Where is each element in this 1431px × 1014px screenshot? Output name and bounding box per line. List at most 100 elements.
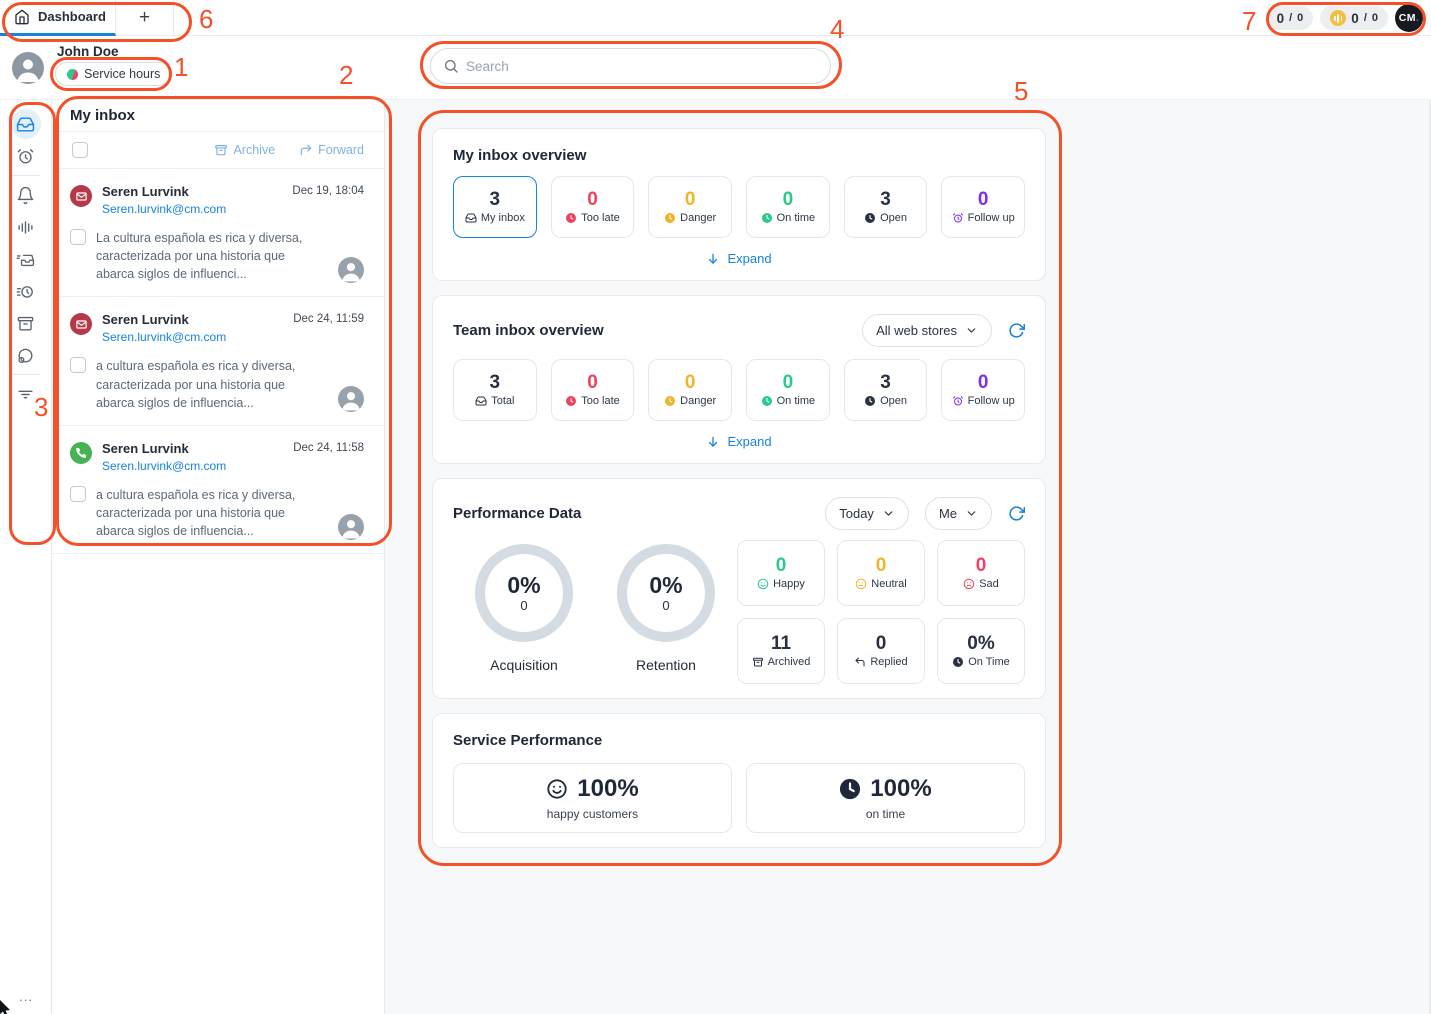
list-item[interactable]: Seren Lurvink Seren.lurvink@cm.com Dec 1… [52,169,384,298]
email-channel-icon [70,185,92,207]
period-value: Today [839,506,874,521]
email-channel-icon [70,313,92,336]
stat-value: 3 [489,372,501,393]
sidebar-item-filters[interactable] [10,378,42,410]
message-date: Dec 24, 11:58 [293,441,364,454]
archive-icon [752,657,763,667]
stat-value: 0 [684,189,696,210]
message-preview: a cultura española es rica y diversa, ca… [96,487,296,538]
clock-icon [840,778,861,800]
expand-button[interactable]: Expand [453,434,1025,449]
stat-label: Sad [979,578,999,590]
sidebar-item-inbox[interactable] [10,108,42,140]
sidebar-item-reminders[interactable] [10,140,42,172]
inbox-incoming-icon [16,254,35,266]
sidebar-item-snoozed[interactable] [10,275,42,307]
archive-button[interactable]: Archive [214,143,275,157]
stat-value: 0 [684,372,696,393]
stat-value: 0 [775,555,787,576]
stat-value: 0 [587,372,598,393]
donut-label: Retention [636,657,696,673]
sidebar-item-voice[interactable] [10,211,42,243]
select-checkbox[interactable] [70,485,86,502]
refresh-icon [1009,323,1025,338]
stat-tile-neutral: 0 Neutral [837,540,925,606]
neutral-face-icon [856,578,867,590]
stat-label: Happy [773,578,805,590]
web-stores-dropdown[interactable]: All web stores [862,314,992,347]
message-preview: a cultura española es rica y diversa, ca… [96,359,296,410]
user-avatar [12,52,44,84]
sender-email-link[interactable]: Seren.lurvink@cm.com [102,330,227,345]
stat-tile-too-late[interactable]: 0 Too late [550,359,635,421]
expand-label: Expand [727,251,772,266]
stat-value: 0 [977,189,989,210]
expand-button[interactable]: Expand [453,251,1025,266]
period-dropdown[interactable]: Today [825,497,909,530]
list-item[interactable]: Seren Lurvink Seren.lurvink@cm.com Dec 2… [52,297,384,426]
sidebar-item-notifications[interactable] [10,179,42,211]
inbox-toolbar: Archive Forward [52,132,384,169]
sender-email-link[interactable]: Seren.lurvink@cm.com [102,458,227,473]
stat-label: Replied [870,656,908,668]
new-tab-button[interactable]: + [116,0,174,36]
stat-tile-danger[interactable]: 0 Danger [648,359,733,421]
sad-face-icon [963,578,975,590]
cm-logo[interactable]: CM. [1395,4,1423,32]
cm-logo-dot: . [1415,12,1420,24]
stat-value: 0 [782,372,794,393]
inbox-icon [16,116,35,132]
my-inbox-overview-card: My inbox overview 3 My inbox 0 Too late … [432,128,1046,281]
sender-email-link[interactable]: Seren.lurvink@cm.com [102,202,227,216]
service-hours-toggle[interactable]: Service hours [55,62,173,86]
card-title: My inbox overview [453,147,587,164]
refresh-button[interactable] [1008,322,1025,339]
forward-button[interactable]: Forward [299,143,364,157]
stat-tile-total[interactable]: 3 Total [453,359,537,421]
sender-name: Seren Lurvink [102,312,189,328]
stat-tile-follow-up[interactable]: 0 Follow up [941,359,1026,421]
sidebar-more-button[interactable]: ... [19,989,33,1004]
stat-tile-follow-up[interactable]: 0 Follow up [941,176,1026,238]
stat-tile-my-inbox[interactable]: 3 My inbox [453,176,537,238]
sidebar-item-archive[interactable] [10,307,42,339]
stat-tile-on-time[interactable]: 0 On time [746,359,830,421]
forward-label: Forward [318,143,364,157]
select-checkbox[interactable] [70,229,86,245]
chat-history-icon [18,348,33,363]
stat-tile-happy: 0 Happy [737,540,825,606]
clock-icon [865,396,876,406]
stat-tile-open[interactable]: 3 Open [843,359,928,421]
stat-tile-on-time[interactable]: 0 On time [746,176,830,238]
refresh-button[interactable] [1008,505,1025,522]
stat-tile-too-late[interactable]: 0 Too late [550,176,635,238]
rail-divider [11,175,40,176]
search-input[interactable] [466,58,818,74]
select-checkbox[interactable] [70,357,86,374]
stat-tile-danger[interactable]: 0 Danger [648,176,733,238]
stat-tile-open[interactable]: 3 Open [843,176,928,238]
sidebar-icon-rail: ... [0,100,52,1014]
sender-name: Seren Lurvink [102,440,189,456]
voice-waveform-icon [1330,10,1347,26]
sidebar-item-incoming-inbox[interactable] [10,243,42,275]
stat-label: on time [865,807,906,821]
filter-icon [18,390,33,398]
contact-avatar [338,257,364,284]
agent-value: Me [938,506,957,521]
queue-counter-badge[interactable]: 0/0 [1266,6,1314,30]
sidebar-item-chat-history[interactable] [10,339,42,371]
reply-arrow-icon [855,657,865,667]
calls-counter-badge[interactable]: 0/0 [1320,6,1388,30]
stat-value: 100% [870,775,932,802]
select-all-checkbox[interactable] [72,142,88,158]
expand-label: Expand [727,434,772,449]
tab-dashboard[interactable]: Dashboard [0,0,116,36]
agent-dropdown[interactable]: Me [924,497,992,530]
stat-label: On time [776,395,816,407]
clock-icon [665,396,676,406]
performance-data-card: Performance Data Today Me [432,478,1046,699]
stat-label: Follow up [967,212,1015,224]
list-item[interactable]: Seren Lurvink Seren.lurvink@cm.com Dec 2… [52,426,384,555]
